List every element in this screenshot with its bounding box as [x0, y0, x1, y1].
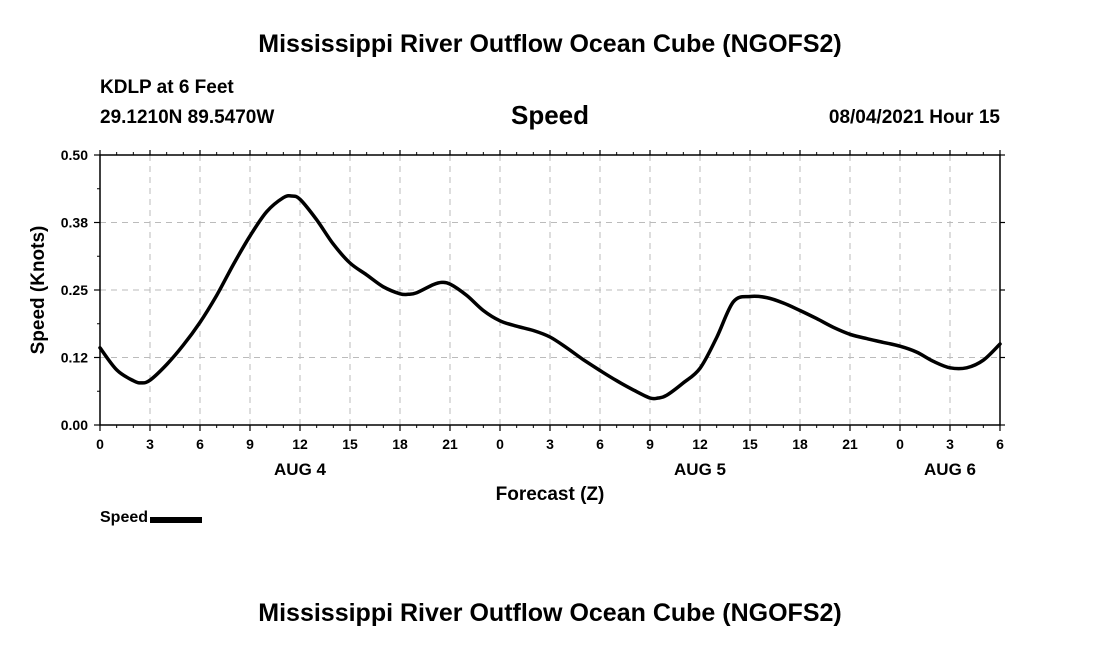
x-tick-label: 6	[596, 436, 604, 452]
legend-swatch-speed	[150, 516, 203, 523]
date-label: AUG 5	[674, 460, 726, 479]
y-tick-label: 0.50	[61, 147, 88, 163]
station-name: KDLP at 6 Feet	[100, 77, 234, 98]
x-tick-label: 9	[646, 436, 654, 452]
grid	[100, 155, 1000, 425]
page-title: Mississippi River Outflow Ocean Cube (NG…	[258, 30, 842, 58]
date-label: AUG 6	[924, 460, 976, 479]
y-tick-label: 0.38	[61, 215, 88, 231]
station-coordinates: 29.1210N 89.5470W	[100, 107, 275, 128]
x-tick-label: 3	[146, 436, 154, 452]
footer-title: Mississippi River Outflow Ocean Cube (NG…	[258, 599, 842, 627]
x-tick-labels: 0 3 6 9 12 15 18 21 0 3 6 9 12 15 18 21 0 3 6	[96, 436, 1004, 452]
x-tick-label: 15	[742, 436, 758, 452]
x-tick-label: 18	[392, 436, 408, 452]
x-axis-label: Forecast (Z)	[496, 484, 605, 505]
date-labels: AUG 4 AUG 5 AUG 6	[274, 460, 976, 479]
x-tick-label: 0	[896, 436, 904, 452]
x-tick-label: 21	[842, 436, 858, 452]
x-tick-label: 12	[692, 436, 708, 452]
x-tick-label: 3	[546, 436, 554, 452]
date-label: AUG 4	[274, 460, 327, 479]
x-tick-label: 6	[996, 436, 1004, 452]
legend: Speed	[100, 509, 203, 527]
x-tick-label: 9	[246, 436, 254, 452]
x-tick-label: 15	[342, 436, 358, 452]
x-tick-label: 3	[946, 436, 954, 452]
y-tick-label: 0.12	[61, 350, 88, 366]
y-tick-label: 0.00	[61, 417, 88, 433]
plot-frame	[99, 154, 1001, 426]
x-tick-label: 18	[792, 436, 808, 452]
x-tick-label: 0	[496, 436, 504, 452]
speed-series-line	[98, 194, 1002, 401]
forecast-datetime: 08/04/2021 Hour 15	[828, 107, 1000, 128]
y-axis-label: Speed (Knots)	[28, 226, 49, 355]
legend-label-speed: Speed	[100, 509, 149, 526]
chart-title: Speed	[510, 100, 590, 130]
y-tick-labels: 0.00 0.12 0.25 0.38 0.50	[61, 147, 88, 433]
x-tick-label: 6	[196, 436, 204, 452]
x-tick-label: 21	[442, 436, 458, 452]
x-tick-label: 0	[96, 436, 104, 452]
x-tick-label: 12	[292, 436, 308, 452]
y-tick-label: 0.25	[61, 282, 88, 298]
